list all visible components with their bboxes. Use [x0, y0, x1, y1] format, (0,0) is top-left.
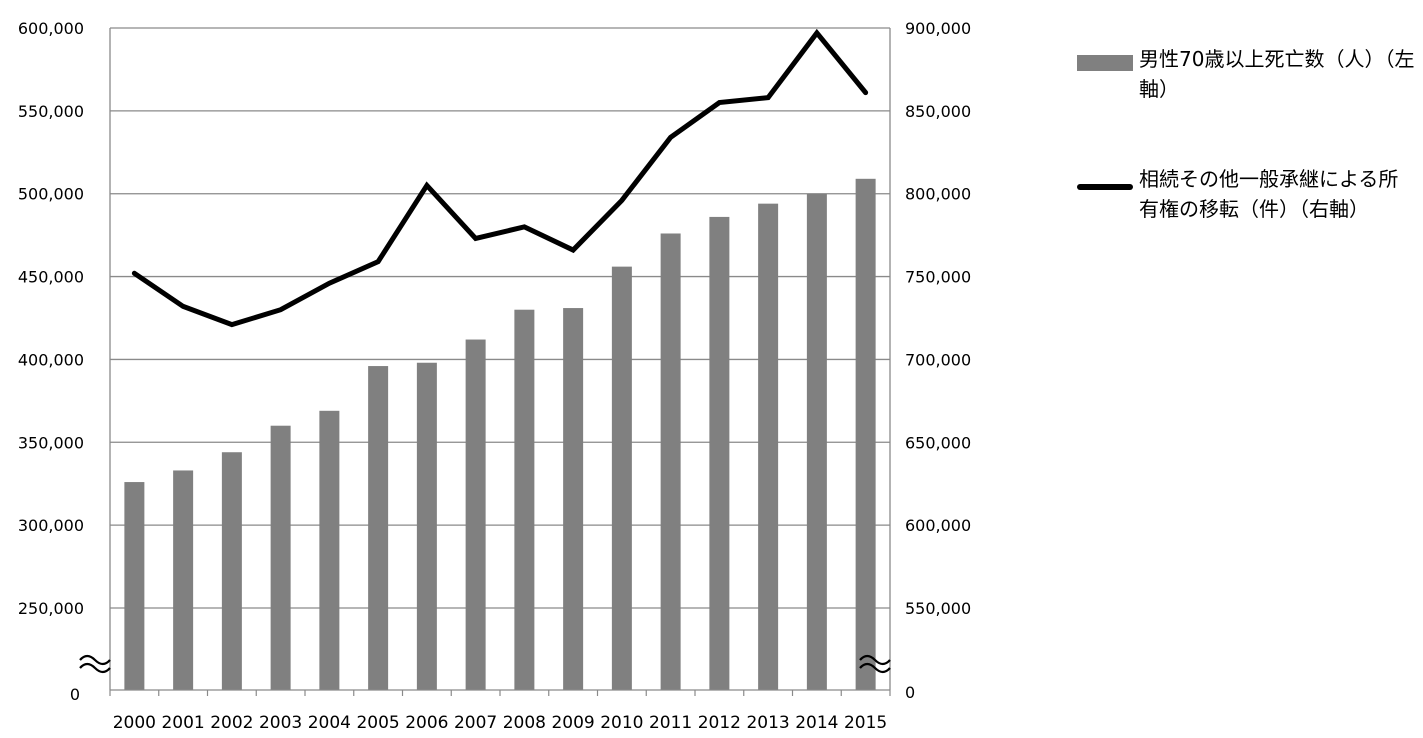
bar-2013 [758, 203, 779, 690]
right-tick-label: 700,000 [905, 350, 971, 369]
legend-label-deaths: 男性70歳以上死亡数（人）（左軸） [1139, 47, 1415, 101]
bar-2000 [124, 482, 145, 690]
left-tick-label: 600,000 [18, 19, 84, 38]
right-axis-break [859, 662, 891, 674]
left-tick-label: 400,000 [18, 350, 84, 369]
legend-label-transfers: 相続その他一般承継による所有権の移転（件）（右軸） [1139, 167, 1399, 221]
left-axis-break [79, 654, 111, 666]
left-tick-label: 550,000 [18, 102, 84, 121]
x-tick-label-2012: 2012 [698, 713, 741, 733]
left-tick-label: 500,000 [18, 185, 84, 204]
x-tick-label-2010: 2010 [600, 713, 643, 733]
x-tick-label-2014: 2014 [795, 713, 838, 733]
right-tick-label: 750,000 [905, 268, 971, 287]
legend-item-deaths: 男性70歳以上死亡数（人）（左軸） [1077, 44, 1417, 104]
bar-2015 [855, 178, 876, 691]
right-tick-label: 600,000 [905, 516, 971, 535]
legend: 男性70歳以上死亡数（人）（左軸） 相続その他一般承継による所有権の移転（件）（… [1077, 44, 1417, 224]
x-tick-label-2004: 2004 [308, 713, 351, 733]
x-tick-label-2001: 2001 [161, 713, 204, 733]
left-zero-label: 0 [70, 685, 80, 704]
x-tick-label-2000: 2000 [113, 713, 156, 733]
bar-2003 [270, 425, 291, 690]
legend-swatch-line [1077, 184, 1133, 190]
bar-2007 [465, 339, 486, 690]
x-tick-label-2011: 2011 [649, 713, 692, 733]
transfer-line [131, 28, 869, 328]
x-tick-label-2015: 2015 [844, 713, 887, 733]
x-tick-label-2008: 2008 [503, 713, 546, 733]
legend-swatch-bar [1077, 55, 1133, 71]
line-series [131, 28, 869, 328]
bar-2004 [319, 410, 340, 690]
left-tick-label: 300,000 [18, 516, 84, 535]
left-tick-label: 250,000 [18, 599, 84, 618]
x-tick-label-2002: 2002 [210, 713, 253, 733]
x-tick-label-2006: 2006 [405, 713, 448, 733]
bar-2005 [368, 366, 389, 690]
right-tick-label: 550,000 [905, 599, 971, 618]
bar-2014 [806, 193, 827, 690]
bar-2012 [709, 216, 730, 690]
right-zero-label: 0 [905, 683, 915, 702]
x-tick-label-2003: 2003 [259, 713, 302, 733]
right-axis-break [859, 654, 891, 666]
axes [79, 28, 891, 696]
bar-2001 [173, 470, 194, 690]
left-tick-label: 450,000 [18, 268, 84, 287]
right-tick-label: 900,000 [905, 19, 971, 38]
left-axis-break [79, 662, 111, 674]
right-tick-label: 650,000 [905, 433, 971, 452]
x-tick-label-2005: 2005 [356, 713, 399, 733]
left-tick-label: 350,000 [18, 433, 84, 452]
bar-2009 [563, 308, 584, 690]
x-tick-label-2009: 2009 [551, 713, 594, 733]
right-tick-label: 800,000 [905, 185, 971, 204]
bar-2008 [514, 309, 535, 690]
legend-item-transfers: 相続その他一般承継による所有権の移転（件）（右軸） [1077, 164, 1417, 224]
tick-labels: 600,000 900,000 550,000 850,000 500,000 800,0… [18, 19, 971, 733]
right-tick-label: 850,000 [905, 102, 971, 121]
bar-2002 [221, 452, 242, 690]
x-tick-label-2013: 2013 [746, 713, 789, 733]
bar-2011 [660, 233, 681, 690]
x-tick-label-2007: 2007 [454, 713, 497, 733]
bar-2010 [611, 266, 632, 690]
bar-series [124, 178, 876, 691]
bar-2006 [416, 362, 437, 690]
